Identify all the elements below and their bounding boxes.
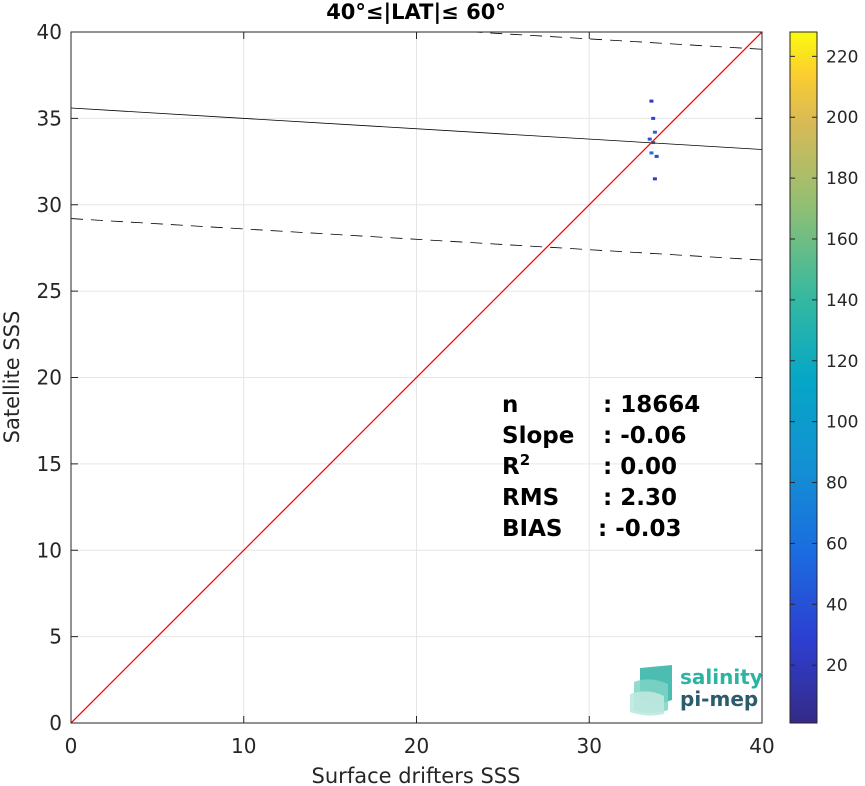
stat-label: BIAS	[502, 516, 562, 542]
x-tick-label: 40	[749, 734, 774, 758]
logo-line1: salinity	[680, 665, 763, 689]
density-cell	[649, 99, 654, 103]
x-tick-label: 0	[65, 734, 78, 758]
stats-box: n : 18664 Slope : -0.06 R2 : 0.00 RMS : 2.30 BIA…	[502, 392, 700, 542]
colorbar-frame	[789, 31, 818, 724]
colorbar-gradient	[790, 32, 817, 723]
x-tick-label: 30	[577, 734, 602, 758]
stat-value: : 2.30	[603, 485, 677, 511]
density-cell	[652, 177, 657, 181]
y-tick-label: 20	[37, 366, 62, 390]
fit-line	[71, 107, 762, 150]
plot-title: 40°≤|LAT|≤ 60°	[326, 0, 506, 25]
logo-line2: pi-mep	[680, 687, 758, 711]
stat-value: : 0.00	[603, 454, 677, 480]
density-cell	[651, 116, 656, 120]
colorbar-tick-label: 160	[826, 230, 858, 250]
stat-value: : -0.06	[603, 423, 687, 449]
colorbar-tick-label: 180	[826, 169, 858, 189]
density-cell	[649, 151, 654, 155]
wave-logo-icon	[630, 665, 672, 716]
x-tick-label: 20	[404, 734, 429, 758]
y-tick-label: 30	[37, 193, 62, 217]
x-tick-label: 10	[231, 734, 256, 758]
x-tick-labels: 0 10 20 30 40	[65, 734, 775, 758]
colorbar-tick-label: 60	[826, 534, 848, 554]
y-tick-labels: 0 5 10 15 20 25 30 35 40	[37, 20, 62, 735]
y-tick-label: 25	[37, 279, 62, 303]
y-tick-label: 15	[37, 452, 62, 476]
axis-ticks	[70, 31, 763, 724]
colorbar-ticks: 20 40 60 80 100 120 140 160 180 200 220	[790, 47, 858, 676]
colorbar-tick-label: 100	[826, 413, 858, 433]
colorbar: 20 40 60 80 100 120 140 160 180 200 220	[789, 31, 858, 724]
y-tick-label: 0	[49, 711, 62, 735]
stat-label: RMS	[502, 485, 559, 511]
y-tick-label: 40	[37, 20, 62, 44]
salinity-pi-mep-logo: salinity pi-mep	[630, 665, 763, 716]
colorbar-tick-label: 20	[826, 656, 848, 676]
colorbar-tick-label: 200	[826, 108, 858, 128]
x-axis-title: Surface drifters SSS	[312, 764, 521, 786]
colorbar-tick-label: 80	[826, 474, 848, 494]
colorbar-tick-label: 120	[826, 352, 858, 372]
stat-label: Slope	[502, 423, 574, 449]
colorbar-tick-label: 220	[826, 47, 858, 67]
density-cell	[652, 130, 657, 134]
density-cell	[647, 137, 652, 141]
y-tick-label: 35	[37, 106, 62, 130]
y-axis-title: Satellite SSS	[0, 311, 24, 444]
colorbar-tick-label: 40	[826, 595, 848, 615]
colorbar-tick-label: 140	[826, 291, 858, 311]
stat-label: n	[502, 392, 518, 418]
stat-value: : 18664	[603, 392, 700, 418]
lower-confidence-line	[71, 218, 762, 261]
y-tick-label: 5	[49, 625, 62, 649]
y-tick-label: 10	[37, 538, 62, 562]
one-to-one-line	[71, 32, 762, 723]
density-cell	[654, 154, 659, 158]
stat-value: : -0.03	[598, 516, 682, 542]
stat-label: R2	[502, 451, 530, 480]
